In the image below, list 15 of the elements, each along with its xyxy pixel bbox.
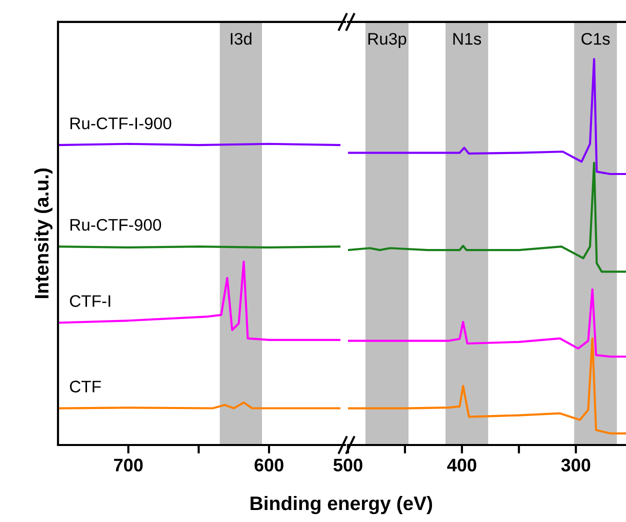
band-label: N1s [453,33,482,45]
series-label: CTF-I [70,295,110,307]
band-label: I3d [230,32,252,45]
band-label: C1s [582,32,610,45]
band-label: Ru3p [368,32,406,48]
y-axis-title: Intensity (a.u.) [34,168,52,298]
x-tick-label: 700 [114,458,143,472]
series-label: Ru-CTF-900 [70,218,162,231]
x-tick-label: 400 [447,458,476,472]
x-tick-label: 600 [254,458,284,472]
series-label: CTF [70,380,101,392]
x-tick-label: 500 [333,458,362,472]
x-tick-label: 300 [561,458,590,472]
series-label: Ru-CTF-I-900 [70,117,172,130]
x-axis-title: Binding energy (eV) [250,496,432,514]
